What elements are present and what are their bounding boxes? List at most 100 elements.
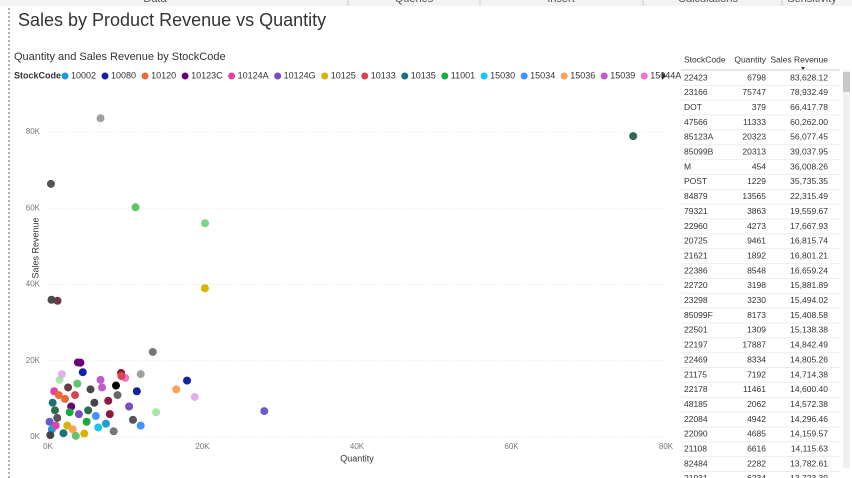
data-point[interactable] <box>200 219 209 228</box>
data-point[interactable] <box>68 425 77 434</box>
data-point[interactable] <box>65 408 74 417</box>
data-point[interactable] <box>60 394 69 403</box>
legend-marker <box>361 72 369 80</box>
data-point[interactable] <box>136 370 145 379</box>
table-cell: 14,159.57 <box>790 429 828 439</box>
data-point[interactable] <box>46 179 55 188</box>
data-point[interactable] <box>117 372 126 381</box>
data-point[interactable] <box>73 379 82 388</box>
data-point[interactable] <box>111 381 120 390</box>
table-cell: 2282 <box>747 458 766 468</box>
table-cell: 85099F <box>684 310 713 320</box>
data-point[interactable] <box>74 410 83 419</box>
table-cell: 14,805.26 <box>790 354 828 364</box>
data-point[interactable] <box>46 431 55 440</box>
table-header[interactable]: Sales Revenue <box>770 54 828 64</box>
table-cell: 14,572.38 <box>790 399 828 409</box>
data-point[interactable] <box>136 421 145 430</box>
ribbon-tab[interactable]: Insert <box>547 0 575 5</box>
table-cell: 83,628.12 <box>790 72 828 82</box>
table-cell: 75747 <box>742 87 766 97</box>
y-tick-label: 80K <box>26 127 41 136</box>
data-point[interactable] <box>59 429 68 438</box>
data-point[interactable] <box>53 413 62 422</box>
ribbon-tab[interactable]: Data <box>143 0 167 5</box>
data-point[interactable] <box>152 408 161 417</box>
ribbon-tab[interactable]: Calculations <box>678 0 738 5</box>
table-cell: 379 <box>752 102 766 112</box>
data-point[interactable] <box>57 370 66 379</box>
x-tick-label: 40K <box>350 442 365 451</box>
data-point[interactable] <box>82 417 91 426</box>
data-point[interactable] <box>80 429 89 438</box>
data-point[interactable] <box>125 402 134 411</box>
legend-marker <box>101 72 109 80</box>
data-point[interactable] <box>131 203 140 212</box>
data-point[interactable] <box>96 375 105 384</box>
data-point[interactable] <box>148 347 157 356</box>
data-point[interactable] <box>183 376 192 385</box>
x-tick-label: 20K <box>195 442 210 451</box>
table-cell: 14,600.40 <box>790 384 828 394</box>
data-point[interactable] <box>132 387 141 396</box>
ribbon-tab[interactable]: Queries <box>395 0 434 5</box>
table-cell: 21931 <box>684 473 708 478</box>
table-cell: 6616 <box>747 444 766 454</box>
table-cell: 13,723.39 <box>790 473 828 478</box>
legend-marker <box>520 72 528 80</box>
data-point[interactable] <box>128 415 137 424</box>
data-point[interactable] <box>71 391 80 400</box>
data-point[interactable] <box>45 417 54 426</box>
data-point[interactable] <box>78 368 87 377</box>
table-cell: 11333 <box>743 117 766 127</box>
data-point[interactable] <box>190 392 199 401</box>
data-point[interactable] <box>629 132 638 141</box>
table-header[interactable]: StockCode <box>684 54 726 64</box>
data-point[interactable] <box>90 398 99 407</box>
data-point[interactable] <box>48 398 57 407</box>
data-point[interactable] <box>94 423 103 432</box>
data-point[interactable] <box>109 427 118 436</box>
data-point[interactable] <box>172 385 181 394</box>
data-point[interactable] <box>71 431 80 440</box>
table-cell: 47566 <box>684 117 708 127</box>
table-cell: 3198 <box>747 280 766 290</box>
table-cell: 454 <box>752 161 766 171</box>
table-cell: 17,667.93 <box>790 221 828 231</box>
data-point[interactable] <box>47 295 56 304</box>
table-cell: 11461 <box>743 384 766 394</box>
sort-indicator[interactable] <box>801 67 805 70</box>
data-point[interactable] <box>64 383 73 392</box>
data-point[interactable] <box>105 410 114 419</box>
data-point[interactable] <box>86 385 95 394</box>
data-point[interactable] <box>98 383 107 392</box>
data-point[interactable] <box>91 412 100 421</box>
data-point[interactable] <box>96 114 105 123</box>
legend-label: 15030 <box>490 70 515 80</box>
table-cell: 16,815.74 <box>790 236 828 246</box>
data-point[interactable] <box>260 407 269 416</box>
data-point[interactable] <box>113 391 122 400</box>
legend-scroll-arrow[interactable] <box>662 72 666 80</box>
data-point[interactable] <box>84 406 93 415</box>
data-point[interactable] <box>50 406 59 415</box>
table-cell: 3863 <box>747 206 766 216</box>
table-cell: 13565 <box>742 191 766 201</box>
data-point[interactable] <box>54 391 63 400</box>
table-cell: 22178 <box>684 384 708 394</box>
table-cell: 8173 <box>747 310 766 320</box>
legend-marker <box>441 72 449 80</box>
scrollbar-track[interactable] <box>843 70 850 468</box>
data-point[interactable] <box>76 358 85 367</box>
data-point[interactable] <box>200 284 209 293</box>
table-header[interactable]: Quantity <box>734 54 766 64</box>
data-point[interactable] <box>104 396 113 405</box>
table-cell: 78,932.49 <box>790 87 828 97</box>
data-point[interactable] <box>51 421 60 430</box>
data-point[interactable] <box>53 296 62 305</box>
ribbon-tab[interactable]: Sensitivity <box>787 0 837 5</box>
scrollbar-thumb[interactable] <box>843 72 850 92</box>
table-cell: 14,714.38 <box>790 369 828 379</box>
data-point[interactable] <box>101 419 110 428</box>
